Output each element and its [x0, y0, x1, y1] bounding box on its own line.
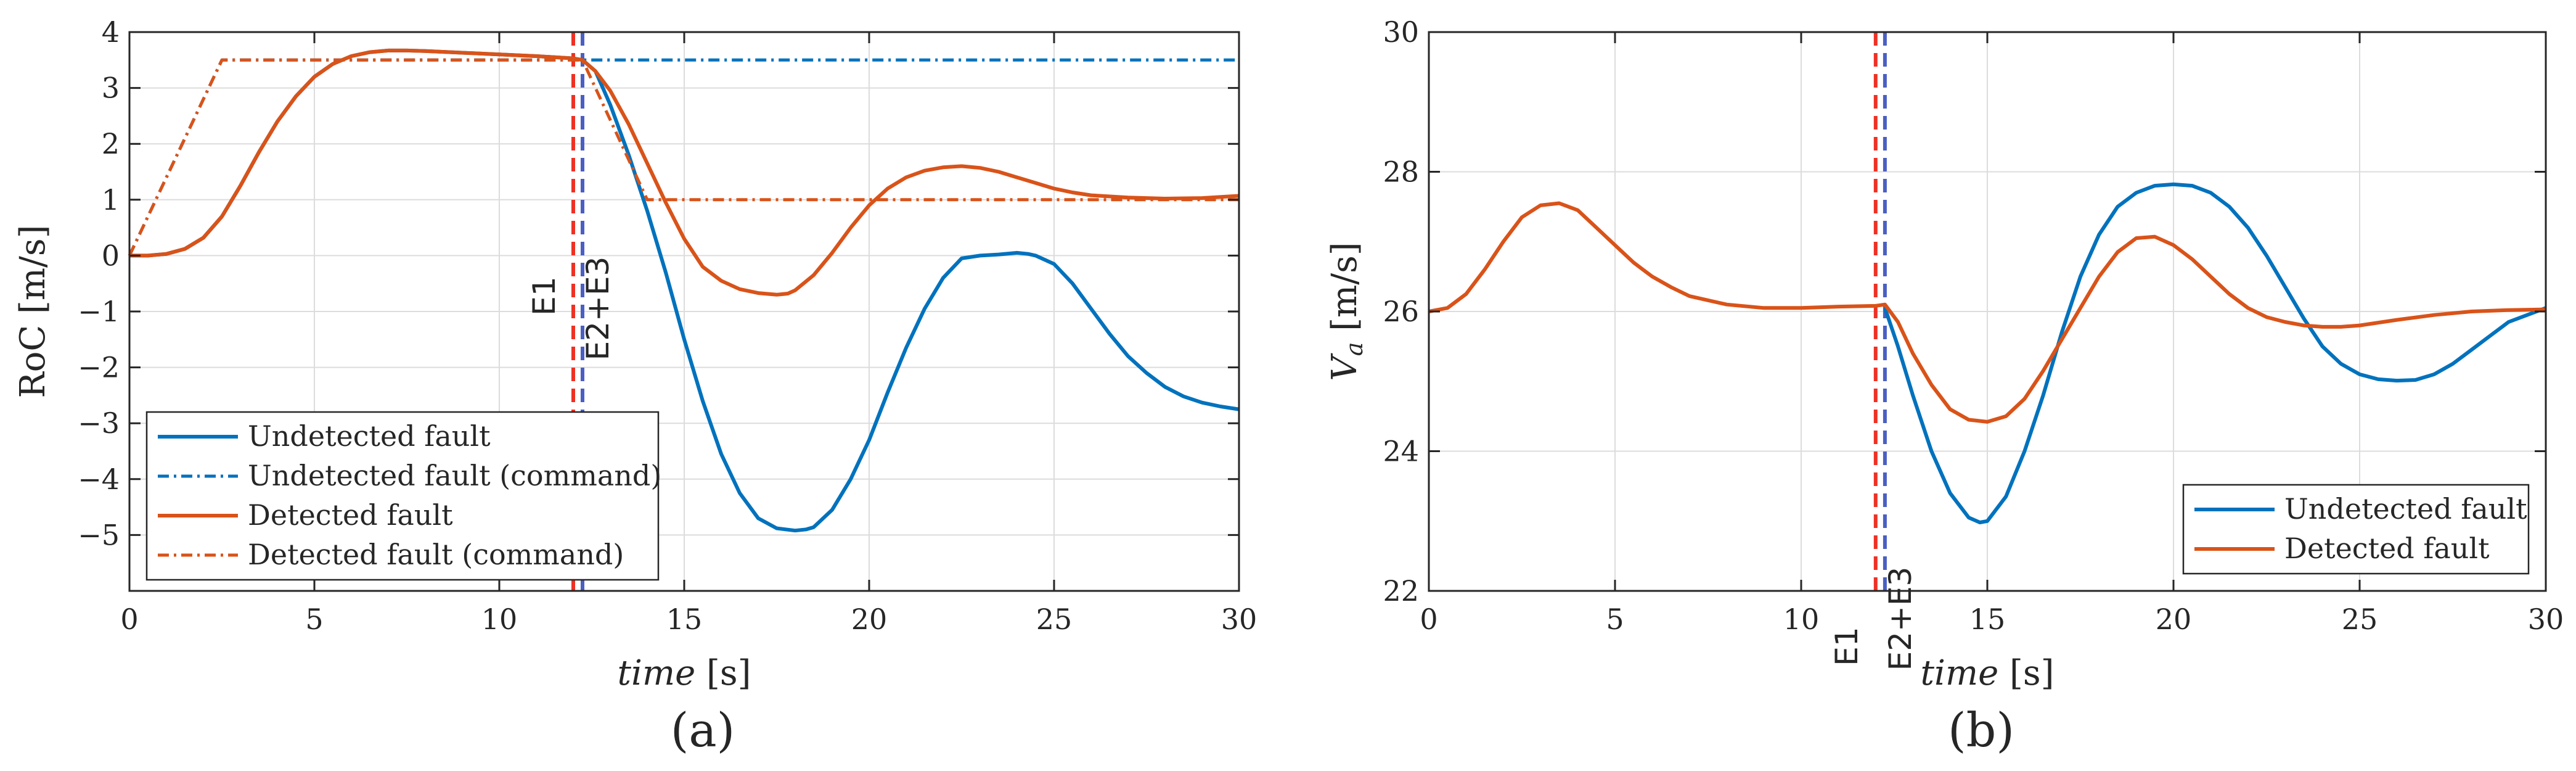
x-tick-label: 5 — [1606, 603, 1624, 636]
chart-a-x-axis-label-var: time — [618, 653, 696, 693]
chart-b-x-axis-label-unit: [s] — [1998, 653, 2054, 693]
chart-b-y-axis-label: Va [m/s] — [1325, 242, 1368, 381]
chart-b-event-labels: E1 E2+E3 — [1829, 567, 1918, 671]
y-tick-label: 30 — [1383, 15, 1419, 49]
chart-b-x-axis-label: time [s] — [1921, 653, 2055, 693]
x-tick-label: 30 — [2528, 603, 2564, 636]
x-tick-label: 25 — [1036, 603, 1073, 636]
y-tick-label: 22 — [1383, 574, 1419, 608]
x-tick-label: 15 — [1969, 603, 2006, 636]
y-tick-label: −5 — [78, 518, 120, 551]
x-tick-label: 15 — [666, 603, 703, 636]
event-e1-label: E1 — [1829, 627, 1865, 666]
y-tick-label: 4 — [102, 15, 120, 49]
y-tick-label: 24 — [1383, 435, 1419, 468]
chart-a-event-labels: E1 E2+E3 — [526, 257, 616, 361]
chart-a-x-axis-label-unit: [s] — [695, 653, 751, 693]
y-tick-label: 2 — [102, 127, 120, 160]
series-line-detected-fault — [129, 48, 1240, 297]
y-tick-label: −1 — [78, 295, 120, 328]
event-e2-e3-label: E2+E3 — [580, 257, 616, 361]
y-tick-label: 1 — [102, 183, 120, 216]
chart-a-grid — [129, 31, 1240, 591]
chart-a-y-axis-label: RoC [m/s] — [13, 225, 53, 398]
y-tick-label: 0 — [102, 239, 120, 272]
x-tick-label: 5 — [305, 603, 323, 636]
chart-b-x-axis-label-var: time — [1921, 653, 1999, 693]
legend-entry-label: Undetected fault — [248, 419, 491, 453]
y-tick-label: −3 — [78, 406, 120, 440]
chart-b: 0 5 10 15 20 25 30 30 28 26 24 22 Va [m/s] time [s]… — [1325, 15, 2564, 757]
event-e2-e3-label: E2+E3 — [1883, 567, 1918, 671]
legend-box — [2182, 484, 2530, 575]
legend-box — [145, 411, 660, 581]
chart-a-panel-label: (a) — [671, 703, 735, 757]
legend-entry-label: Detected fault (command) — [248, 538, 624, 571]
x-tick-label: 0 — [120, 603, 138, 636]
chart-b-tick-labels: 0 5 10 15 20 25 30 30 28 26 24 22 — [1383, 15, 2564, 636]
x-tick-label: 20 — [2156, 603, 2192, 636]
chart-b-y-axis-label-var: V — [1325, 353, 1365, 381]
x-tick-label: 30 — [1221, 603, 1257, 636]
x-tick-label: 10 — [481, 603, 518, 636]
chart-a-x-axis-label: time [s] — [618, 653, 751, 693]
chart-b-y-axis-label-sub: a — [1341, 342, 1368, 357]
chart-a-series — [128, 48, 1240, 533]
chart-b-ticks — [1428, 31, 2547, 592]
chart-a-legend: Undetected fault Undetected fault (comman… — [145, 411, 661, 581]
y-tick-label: −2 — [78, 351, 120, 384]
chart-b-series — [1428, 182, 2547, 524]
chart-b-y-axis-label-unit: [m/s] — [1325, 242, 1365, 342]
x-tick-label: 20 — [851, 603, 888, 636]
chart-b-panel-label: (b) — [1948, 703, 2014, 757]
y-tick-label: −4 — [78, 463, 120, 496]
x-tick-label: 0 — [1420, 603, 1437, 636]
legend-entry-label: Undetected fault (command) — [248, 459, 661, 492]
series-line-detected-fault — [1428, 201, 2546, 424]
legend-entry-label: Undetected fault — [2284, 492, 2527, 526]
x-tick-label: 25 — [2342, 603, 2378, 636]
chart-b-legend: Undetected fault Detected fault — [2182, 484, 2530, 575]
series-line-detected-fault-command — [128, 58, 1239, 257]
legend-entry-label: Detected fault — [2284, 532, 2490, 565]
y-tick-label: 28 — [1383, 155, 1419, 189]
y-tick-label: 3 — [102, 72, 120, 105]
series-line-undetected-fault — [1883, 182, 2547, 524]
x-tick-label: 10 — [1783, 603, 1820, 636]
chart-a-ticks — [128, 31, 1240, 591]
event-e1-label: E1 — [526, 276, 562, 315]
y-tick-label: 26 — [1383, 295, 1419, 328]
legend-entry-label: Detected fault — [248, 498, 453, 532]
